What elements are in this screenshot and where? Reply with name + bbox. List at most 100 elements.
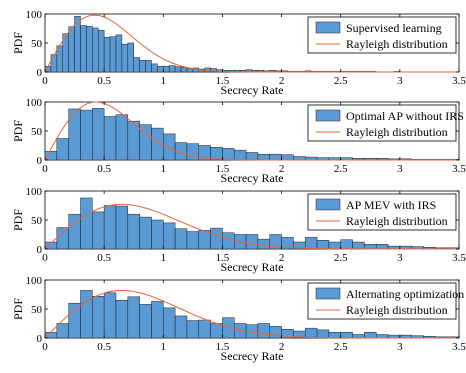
- y-tick-label: 50: [31, 215, 43, 227]
- histogram-bar: [340, 239, 353, 250]
- histogram-bar: [328, 331, 341, 339]
- y-tick-label: 0: [37, 244, 43, 256]
- histogram-bar: [281, 154, 294, 161]
- legend-label-curve: Rayleigh distribution: [346, 214, 448, 228]
- y-tick-label: 50: [31, 38, 43, 50]
- x-axis-label: Secrecy Rate: [221, 171, 284, 185]
- histogram-bar: [168, 65, 176, 73]
- x-tick-label: 2: [279, 252, 285, 264]
- histogram-bar: [163, 133, 176, 161]
- histogram-bar: [80, 25, 87, 73]
- legend-swatch-histogram: [315, 287, 341, 300]
- histogram-bar: [97, 29, 105, 73]
- y-tick-label: 100: [26, 275, 43, 287]
- legend-swatch-histogram: [315, 198, 341, 211]
- histogram-bar: [68, 26, 75, 73]
- histogram-bar: [352, 241, 365, 250]
- legend-label-histogram: Supervised learning: [346, 21, 442, 35]
- histogram-bar: [56, 227, 69, 250]
- legend: Optimal AP without IRS Rayleigh distribut…: [307, 104, 464, 142]
- x-axis-label: Secrecy Rate: [221, 260, 284, 274]
- histogram-bar: [180, 67, 188, 73]
- histogram-bar: [210, 323, 223, 339]
- histogram-bar: [103, 292, 117, 339]
- histogram-bar: [92, 108, 105, 161]
- legend-label-histogram: AP MEV with IRS: [346, 198, 436, 212]
- y-axis-label: PDF: [11, 298, 25, 320]
- histogram-bar: [222, 232, 235, 250]
- x-tick-label: 1: [161, 252, 167, 264]
- histogram-bar: [133, 57, 140, 73]
- x-tick-label: 1.5: [216, 163, 230, 175]
- histogram-bar: [86, 25, 93, 73]
- x-tick-label: 0: [42, 163, 48, 175]
- histogram-bar: [364, 331, 377, 339]
- chart-panel-2: 0 0.5 1 1.5 2 2.5 3 3.5 0 50 100 Secrecy Rate PDF Opt…: [11, 97, 466, 185]
- histogram-bar: [145, 60, 152, 73]
- y-axis-label: PDF: [11, 32, 25, 54]
- histogram-bar: [186, 231, 200, 250]
- x-tick-label: 0.5: [97, 75, 111, 87]
- y-axis-label: PDF: [11, 120, 25, 142]
- histogram-bar: [151, 219, 164, 250]
- histogram-bar: [68, 108, 81, 161]
- histogram-bar: [80, 290, 93, 339]
- rayleigh-curve: [44, 203, 459, 250]
- rayleigh-curve: [44, 101, 459, 161]
- x-tick-label: 2.5: [334, 75, 348, 87]
- histogram-bar: [364, 244, 377, 250]
- x-tick-label: 1.5: [216, 252, 230, 264]
- x-tick-label: 0: [42, 252, 48, 264]
- x-tick-label: 1: [161, 75, 167, 87]
- x-tick-label: 0.5: [97, 341, 111, 353]
- histogram-bar: [127, 213, 140, 250]
- x-tick-label: 2: [279, 163, 285, 175]
- histogram-bar: [44, 331, 58, 339]
- y-tick-label: 0: [37, 155, 43, 167]
- histogram-bar: [92, 27, 99, 73]
- legend: Supervised learning Rayleigh distribution: [307, 16, 457, 54]
- histogram-bar: [186, 68, 194, 73]
- histogram-bar: [56, 323, 69, 339]
- histogram-bar: [210, 227, 223, 250]
- histogram-bar: [115, 114, 129, 161]
- chart-panel-1: 0 0.5 1 1.5 2 2.5 3 3.5 0 50 100 Secrecy Rate PDF Sup…: [11, 9, 466, 97]
- histogram-bar: [80, 197, 93, 250]
- x-tick-label: 1: [161, 163, 167, 175]
- histogram-bar: [103, 116, 117, 161]
- legend: AP MEV with IRS Rayleigh distribution: [307, 193, 457, 231]
- chart-panel-3: 0 0.5 1 1.5 2 2.5 3 3.5 0 50 100 Secrecy Rate PDF AP …: [11, 186, 466, 274]
- histogram-bar: [80, 109, 93, 161]
- histogram-bar: [174, 228, 188, 250]
- histogram-bar: [234, 149, 247, 161]
- x-tick-label: 2: [279, 75, 285, 87]
- y-axis-label: PDF: [11, 209, 25, 231]
- histogram-bar: [115, 34, 123, 73]
- histogram-bar: [304, 327, 318, 339]
- histogram-bar: [115, 300, 129, 339]
- histogram-bar: [109, 36, 117, 73]
- histogram-bar: [50, 54, 58, 73]
- histogram-bar: [257, 153, 270, 161]
- legend: Alternating optimization Rayleigh distrib…: [307, 282, 464, 320]
- histogram-bar: [174, 315, 188, 339]
- histogram-bar: [151, 301, 164, 339]
- x-tick-label: 2.5: [334, 252, 348, 264]
- x-tick-label: 0: [42, 75, 48, 87]
- histogram-bar: [92, 211, 105, 250]
- histogram-bar: [56, 45, 63, 73]
- y-tick-label: 0: [37, 67, 43, 79]
- histogram-bar: [139, 216, 152, 250]
- histogram-bar: [269, 153, 282, 161]
- histogram-bar: [151, 63, 158, 73]
- x-axis-label: Secrecy Rate: [221, 83, 284, 97]
- legend-swatch-histogram: [315, 109, 341, 122]
- rayleigh-curve: [44, 289, 459, 339]
- x-tick-label: 2.5: [334, 341, 348, 353]
- histogram-bar: [375, 244, 389, 250]
- histogram-bar: [163, 65, 170, 73]
- rayleigh-curve: [44, 14, 459, 73]
- y-tick-label: 0: [37, 333, 43, 345]
- x-tick-label: 0.5: [97, 252, 111, 264]
- x-tick-label: 3: [397, 341, 403, 353]
